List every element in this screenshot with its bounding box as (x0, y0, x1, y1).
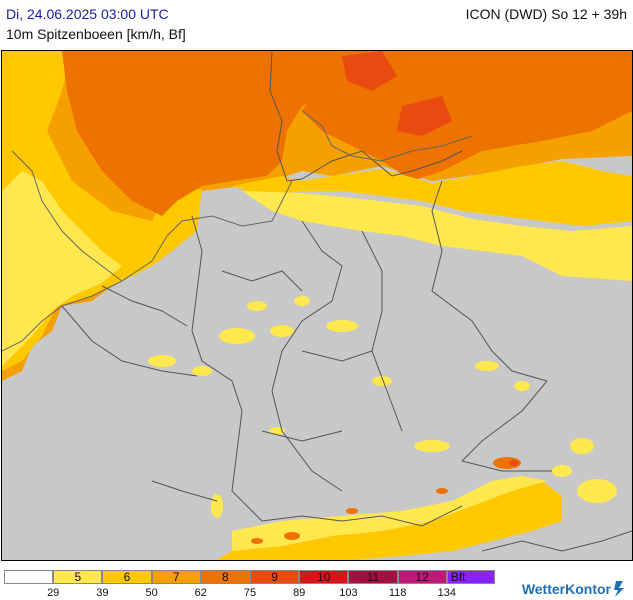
wind-gust-map-canvas (2, 51, 632, 560)
brand-logo[interactable]: WetterKontor (522, 581, 627, 597)
gust-area-5bf-coast (2, 171, 122, 366)
wetterkontor-logo-icon (614, 581, 624, 597)
legend-value-scale: 29 39 50 62 75 89 103 118 134 (4, 587, 504, 599)
legend-value: 75 (243, 587, 257, 599)
legend-bin: 7 (151, 570, 201, 584)
coastlines (2, 110, 473, 352)
legend-value: 29 (47, 587, 60, 599)
political-borders (61, 51, 632, 552)
legend-value: 62 (194, 587, 207, 599)
model-run-label: ICON (DWD) So 12 + 39h (465, 6, 627, 22)
gust-area-6bf-north-germany (232, 161, 632, 226)
gust-area-9bf-baltic (342, 51, 452, 136)
legend-value: 134 (437, 587, 456, 599)
legend-bin: 5 (53, 570, 103, 584)
legend-bin: 8 (200, 570, 250, 584)
legend-bin: Bft (446, 570, 495, 584)
gust-area-8bf-north-sea (62, 51, 362, 216)
legend-value: 39 (96, 587, 109, 599)
legend-bin (4, 570, 54, 584)
valid-datetime: Di, 24.06.2025 03:00 UTC (6, 6, 169, 22)
weather-map (1, 50, 633, 561)
legend-bin: 6 (102, 570, 152, 584)
legend-bin: 10 (299, 570, 349, 584)
gust-area-alps (197, 481, 562, 560)
brand-name: WetterKontor (521, 581, 611, 597)
gust-area-5bf-alps (232, 476, 547, 551)
gust-patches-9bf-alps (509, 460, 519, 466)
scattered-gust-patches (148, 296, 617, 518)
legend-bin: 11 (348, 570, 398, 584)
legend-value: 50 (145, 587, 158, 599)
legend-value: 118 (388, 587, 407, 599)
legend-bin: 12 (397, 570, 447, 584)
color-legend: 5 6 7 8 9 10 11 12 Bft (4, 570, 495, 584)
parameter-title: 10m Spitzenboeen [km/h, Bf] (6, 26, 186, 42)
legend-value: 103 (339, 587, 358, 599)
gust-area-5bf-north-germany (242, 191, 632, 281)
legend-bin: 9 (249, 570, 300, 584)
legend-value: 89 (293, 587, 306, 599)
